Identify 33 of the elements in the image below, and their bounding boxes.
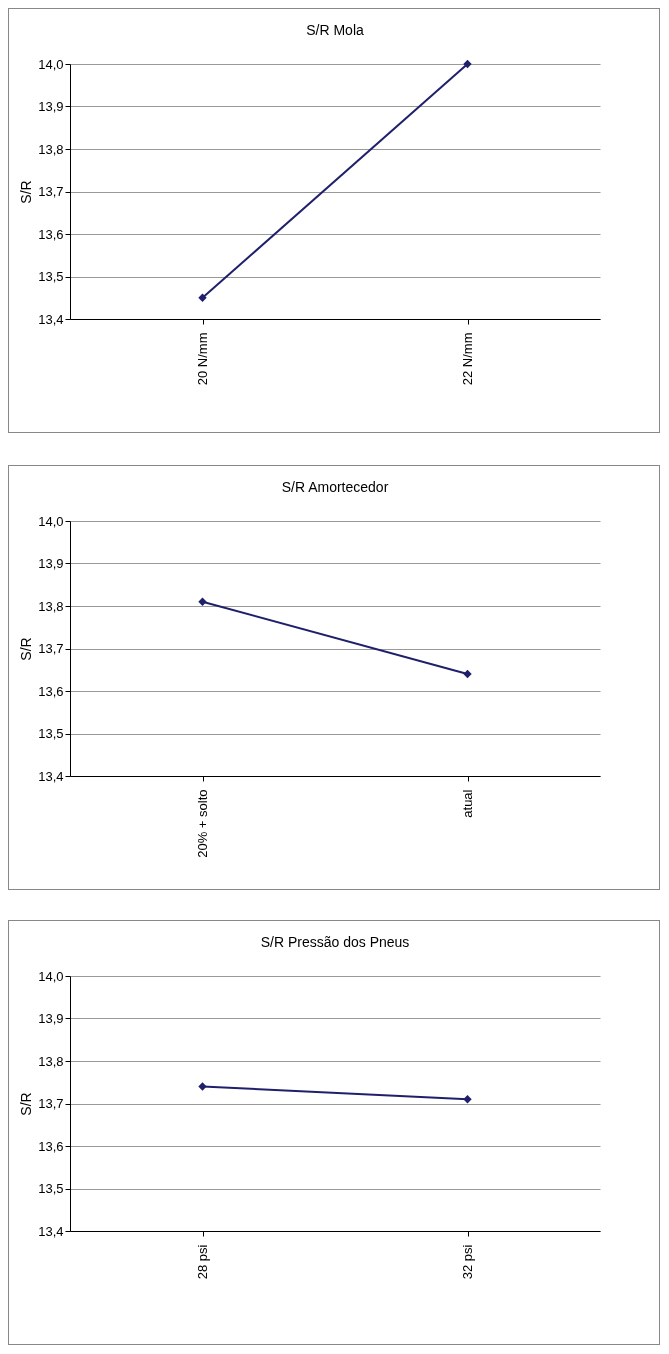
x-tick-label: 32 psi <box>460 1244 475 1280</box>
y-tick-label: 14,0 <box>38 56 64 72</box>
x-tick-label: 20 N/mm <box>195 332 210 386</box>
y-tick-label: 13,7 <box>38 1096 64 1111</box>
y-tick-label: 13,8 <box>38 141 64 157</box>
y-tick-label: 13,9 <box>38 556 64 571</box>
x-tick-label: 28 psi <box>195 1244 210 1280</box>
y-tick-label: 13,4 <box>38 1223 64 1239</box>
chart-title: S/R Amortecedor <box>281 479 389 495</box>
y-tick-label: 13,8 <box>38 598 64 614</box>
y-axis-title: S/R <box>18 1092 35 1116</box>
y-tick-label: 13,5 <box>38 269 64 284</box>
y-tick-label: 13,9 <box>38 1011 64 1026</box>
y-tick-label: 13,6 <box>38 226 64 242</box>
y-tick-label: 13,7 <box>38 641 64 656</box>
y-tick-label: 13,6 <box>38 1138 64 1154</box>
y-tick-label: 13,8 <box>38 1053 64 1069</box>
chart-title: S/R Pressão dos Pneus <box>260 934 410 950</box>
y-axis-title: S/R <box>18 637 35 661</box>
y-tick-label: 13,7 <box>38 184 64 199</box>
x-tick-label: 22 N/mm <box>460 332 475 386</box>
y-axis-title: S/R <box>18 180 35 204</box>
y-tick-label: 14,0 <box>38 968 64 984</box>
y-tick-label: 13,5 <box>38 726 64 741</box>
y-tick-label: 13,5 <box>38 1181 64 1196</box>
y-tick-label: 13,4 <box>38 311 64 327</box>
y-tick-label: 13,9 <box>38 99 64 114</box>
x-tick-label: 20% + solto <box>195 789 210 858</box>
y-tick-label: 13,6 <box>38 683 64 699</box>
x-tick-label: atual <box>460 789 475 818</box>
y-tick-label: 13,4 <box>38 768 64 784</box>
chart-title: S/R Mola <box>306 22 364 38</box>
y-tick-label: 14,0 <box>38 513 64 529</box>
